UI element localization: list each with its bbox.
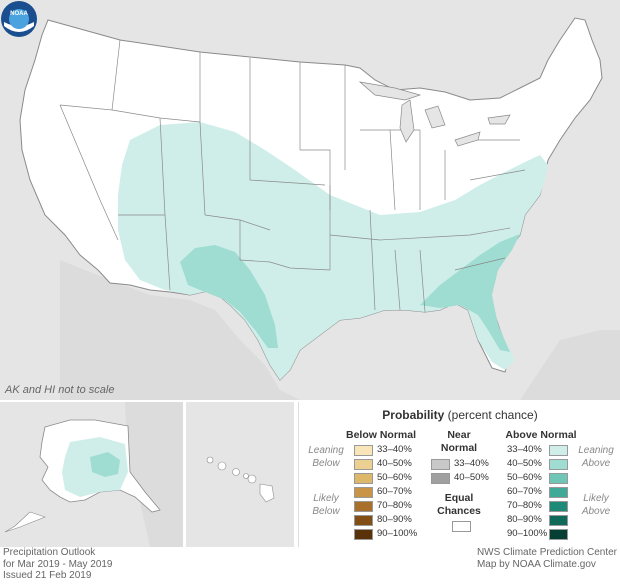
below-normal-row-swatch bbox=[354, 459, 373, 470]
above-normal-33-40-region bbox=[118, 122, 548, 380]
above-normal-row-swatch bbox=[549, 501, 568, 512]
above-normal-row-label: 40–50% bbox=[507, 458, 542, 469]
conus-map: AK and HI not to scale NOAA bbox=[0, 0, 620, 400]
above-normal-40-50-southeast bbox=[420, 234, 520, 352]
great-lakes bbox=[358, 81, 511, 147]
below-normal-row-swatch bbox=[354, 501, 373, 512]
likely-above-label: Likely Above bbox=[581, 493, 611, 517]
near-normal-row-label: 40–50% bbox=[454, 472, 489, 483]
near-normal-row-swatch bbox=[431, 473, 450, 484]
footer-right-line-2: Map by NOAA Climate.gov bbox=[476, 558, 596, 570]
leaning-above-label: Leaning Above bbox=[578, 445, 614, 469]
above-normal-row-swatch bbox=[549, 445, 568, 456]
hawaii-map-svg bbox=[206, 456, 275, 503]
equal-chances-label: Equal Chances bbox=[437, 492, 481, 517]
hawaii-islands bbox=[206, 456, 275, 503]
above-normal-row-swatch bbox=[549, 459, 568, 470]
below-normal-row-label: 90–100% bbox=[377, 528, 418, 539]
below-normal-row-label: 60–70% bbox=[377, 486, 412, 497]
footer-right: NWS Climate Prediction Center Map by NOA… bbox=[477, 547, 617, 570]
below-normal-header: Below Normal bbox=[345, 429, 416, 441]
above-normal-row-label: 80–90% bbox=[507, 514, 542, 525]
legend-title: Probability (percent chance) bbox=[299, 408, 620, 422]
above-normal-40-50-southwest bbox=[180, 245, 278, 348]
noaa-logo: NOAA bbox=[1, 1, 37, 37]
above-normal-row-label: 50–60% bbox=[507, 472, 542, 483]
state-borders bbox=[59, 39, 526, 313]
below-normal-row-label: 80–90% bbox=[377, 514, 412, 525]
above-normal-row-swatch bbox=[549, 487, 568, 498]
alaska-inset bbox=[0, 402, 183, 547]
above-normal-row-swatch bbox=[549, 515, 568, 526]
above-normal-row-swatch bbox=[549, 529, 568, 540]
mexico-land bbox=[60, 260, 300, 400]
near-normal-row-label: 33–40% bbox=[454, 458, 489, 469]
hawaii-inset bbox=[186, 402, 294, 547]
alaska-above-40-50 bbox=[90, 452, 120, 477]
footer-left: Precipitation Outlook for Mar 2019 - May… bbox=[3, 547, 113, 582]
below-normal-row-label: 40–50% bbox=[377, 458, 412, 469]
footer-left-line-1: Precipitation Outlook bbox=[3, 547, 96, 558]
scale-note: AK and HI not to scale bbox=[5, 384, 115, 396]
conus-map-svg bbox=[19, 17, 620, 400]
aleutian-islands bbox=[4, 511, 46, 533]
above-normal-row-swatch bbox=[549, 473, 568, 484]
above-normal-row-label: 33–40% bbox=[507, 444, 542, 455]
below-normal-row-swatch bbox=[354, 487, 373, 498]
caribbean-land bbox=[520, 330, 620, 400]
above-normal-header: Above Normal bbox=[505, 429, 577, 441]
near-normal-row-swatch bbox=[431, 459, 450, 470]
legend-title-bold: Probability bbox=[382, 408, 445, 422]
below-normal-row-swatch bbox=[354, 529, 373, 540]
footer-left-line-2: for Mar 2019 - May 2019 bbox=[3, 558, 113, 570]
above-normal-row-label: 70–80% bbox=[507, 500, 542, 511]
legend-title-rest: (percent chance) bbox=[444, 408, 538, 422]
leaning-below-label: Leaning Below bbox=[308, 445, 344, 469]
canada-land bbox=[125, 402, 183, 547]
footer-right-line-1: NWS Climate Prediction Center bbox=[476, 547, 617, 558]
probability-legend: Probability (percent chance) Below Norma… bbox=[298, 402, 620, 547]
below-normal-row-swatch bbox=[354, 515, 373, 526]
likely-below-label: Likely Below bbox=[312, 493, 340, 517]
equal-chances-swatch bbox=[452, 521, 471, 532]
above-normal-row-label: 90–100% bbox=[507, 528, 548, 539]
below-normal-row-label: 50–60% bbox=[377, 472, 412, 483]
below-normal-row-swatch bbox=[354, 445, 373, 456]
alaska-map-svg bbox=[4, 402, 183, 547]
below-normal-row-label: 33–40% bbox=[377, 444, 412, 455]
near-normal-header: Near Normal bbox=[440, 429, 478, 454]
above-normal-row-label: 60–70% bbox=[507, 486, 542, 497]
noaa-logo-text: NOAA bbox=[10, 11, 28, 17]
footer-left-line-3: Issued 21 Feb 2019 bbox=[3, 570, 92, 581]
below-normal-row-swatch bbox=[354, 473, 373, 484]
below-normal-row-label: 70–80% bbox=[377, 500, 412, 511]
